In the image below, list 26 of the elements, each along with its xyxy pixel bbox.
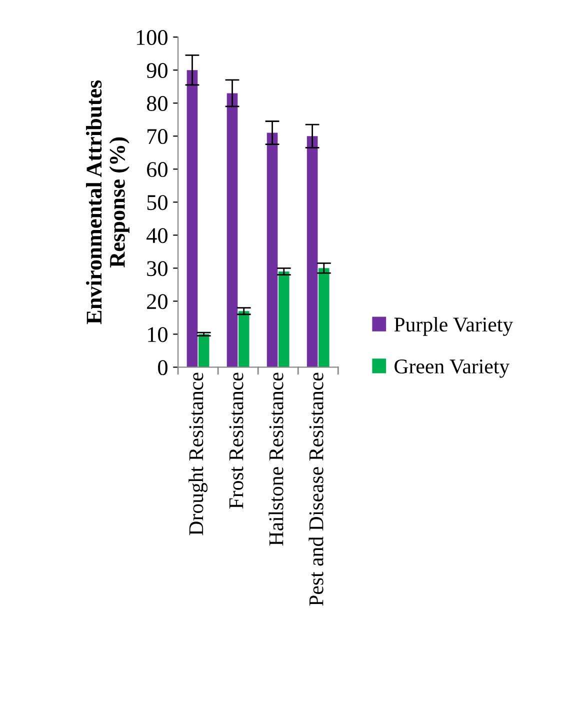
x-tick-label: Pest and Disease Resistance — [308, 372, 324, 606]
x-tick-label: Drought Resistance — [188, 372, 208, 536]
y-tick-label: 50 — [147, 195, 168, 210]
y-tick-label: 90 — [146, 63, 168, 78]
bar — [278, 271, 290, 368]
bar — [266, 132, 278, 368]
y-tick-label: 30 — [147, 261, 168, 276]
legend-label: Purple Variety — [394, 316, 514, 336]
y-tick-label: 20 — [147, 294, 168, 310]
y-tick-label: 100 — [136, 30, 168, 46]
bar — [186, 70, 198, 368]
bar — [198, 334, 210, 368]
y-tick-label: 0 — [158, 360, 168, 376]
bar — [318, 268, 330, 368]
bar — [226, 93, 238, 368]
legend-label: Green Variety — [394, 360, 510, 378]
x-tick-label: Frost Resistance — [229, 372, 244, 509]
y-tick-label: 60 — [147, 162, 168, 178]
bar — [306, 136, 318, 368]
y-tick-label: 70 — [148, 129, 168, 144]
y-tick-label: 40 — [146, 228, 168, 244]
x-tick-label: Hailstone Resistance — [268, 372, 284, 546]
bar — [238, 311, 250, 368]
y-axis-title: Environmental Attributes Response (%) — [86, 80, 130, 324]
y-tick-label: 80 — [146, 96, 168, 112]
y-tick-label: 10 — [148, 327, 168, 342]
